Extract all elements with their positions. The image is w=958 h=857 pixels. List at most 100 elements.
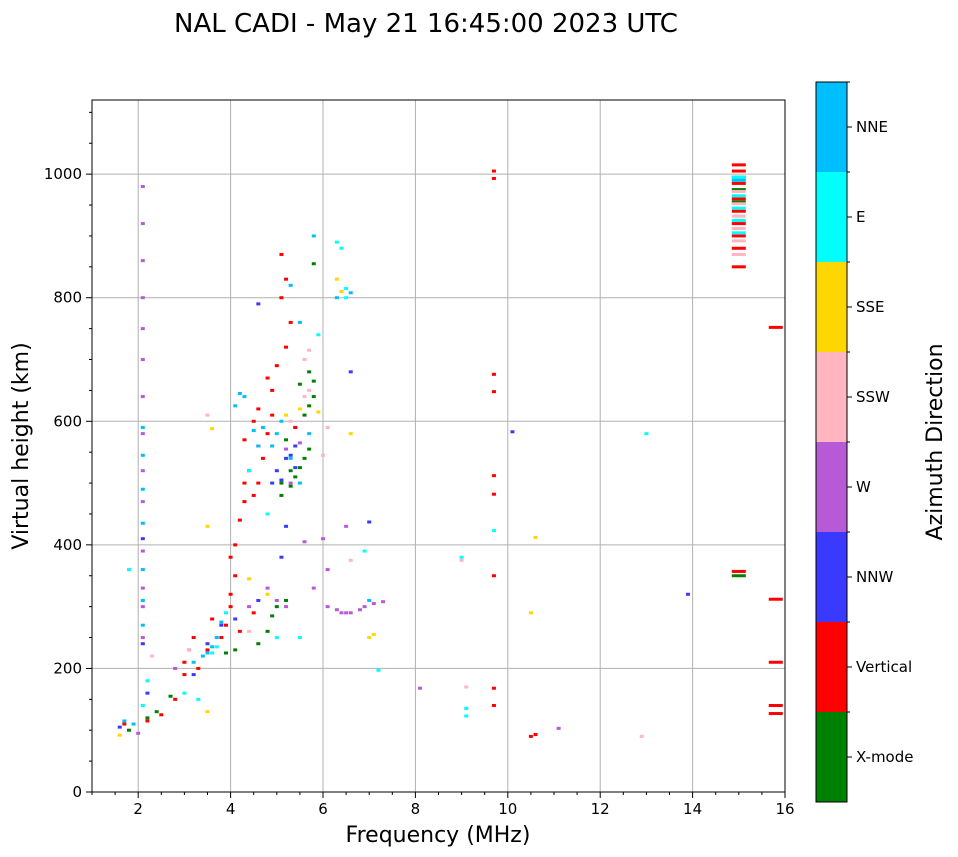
colorbar-label-x-mode: X-mode: [856, 748, 913, 766]
grid-lines: [92, 100, 786, 793]
point-ssw: [302, 395, 307, 399]
colorbar-swatch-w: [816, 442, 847, 532]
point-nnw: [348, 370, 353, 374]
point-e: [334, 240, 339, 244]
point-nnw: [274, 469, 279, 473]
y-tick-label: 400: [53, 536, 82, 554]
colorbar-swatch-sse: [816, 262, 847, 352]
point-vertical: [237, 518, 242, 522]
point-vertical: [270, 413, 275, 417]
point-x-mode: [302, 413, 307, 417]
point-nne: [140, 487, 145, 491]
point-x-mode: [307, 447, 312, 451]
point-e: [362, 549, 367, 553]
colorbar-label-e: E: [856, 208, 865, 226]
point-e: [145, 679, 150, 683]
point-w: [418, 686, 423, 690]
colorbar-label-ssw: SSW: [856, 388, 890, 406]
point-w: [140, 469, 145, 473]
point-nnw: [367, 520, 372, 524]
point-vertical: [242, 438, 247, 442]
point-nnw: [284, 524, 289, 528]
point-w: [140, 327, 145, 331]
point-ssw: [187, 648, 192, 652]
point-nne: [200, 654, 205, 658]
x-axis-ticks: 2 4 6 8 10 12 14 16: [91, 792, 795, 818]
x-tick-label: 12: [591, 800, 610, 818]
point-vertical: [242, 500, 247, 504]
point-ssw: [150, 654, 155, 658]
point-nnw: [293, 444, 298, 448]
point-nne: [214, 636, 219, 640]
point-ssw: [307, 348, 312, 352]
point-x-mode: [731, 188, 746, 192]
point-e: [223, 611, 228, 615]
point-nnw: [191, 673, 196, 677]
point-nnw: [205, 642, 210, 646]
point-w: [325, 568, 330, 572]
point-nne: [140, 521, 145, 525]
point-nne: [237, 391, 242, 395]
point-nne: [140, 598, 145, 602]
point-ssw: [325, 425, 330, 429]
point-vertical: [182, 660, 187, 664]
point-sse: [371, 632, 376, 636]
point-w: [140, 432, 145, 436]
point-e: [297, 636, 302, 640]
colorbar-swatch-vertical: [816, 622, 847, 712]
point-ssw: [302, 358, 307, 361]
point-sse: [205, 710, 210, 714]
point-nne: [131, 722, 136, 726]
point-vertical: [491, 686, 496, 690]
point-sse: [339, 290, 344, 294]
point-vertical: [731, 169, 746, 173]
point-nne: [731, 178, 746, 182]
point-vertical: [528, 734, 533, 738]
point-w: [321, 537, 325, 541]
point-w: [140, 586, 145, 590]
point-nnw: [279, 555, 284, 559]
point-nnw: [145, 691, 150, 695]
colorbar: X-mode Vertical NNW W SSW SSE E NNE: [815, 81, 913, 803]
point-nne: [288, 283, 293, 287]
point-vertical: [491, 474, 496, 478]
point-vertical: [731, 181, 746, 185]
point-e: [126, 568, 131, 572]
point-sse: [348, 432, 353, 436]
colorbar-swatch-e: [816, 172, 847, 262]
point-x-mode: [284, 438, 289, 442]
point-vertical: [279, 252, 284, 256]
y-axis-label: Virtual height (km): [9, 342, 34, 549]
point-nne: [251, 429, 256, 433]
point-vertical: [491, 704, 496, 707]
point-sse: [205, 524, 210, 528]
point-w: [339, 611, 344, 615]
point-vertical: [731, 197, 746, 201]
point-vertical: [182, 673, 187, 677]
point-vertical: [491, 169, 496, 173]
point-ssw: [731, 239, 746, 243]
colorbar-swatch-nnw: [816, 532, 847, 622]
point-ssw: [464, 685, 469, 689]
point-ssw: [731, 252, 746, 256]
point-vertical: [228, 592, 233, 596]
point-vertical: [284, 277, 289, 281]
point-w: [265, 586, 270, 590]
point-vertical: [191, 636, 196, 640]
point-nnw: [284, 456, 289, 460]
point-w: [140, 395, 145, 399]
point-w: [556, 726, 561, 730]
point-vertical: [491, 390, 496, 394]
point-x-mode: [307, 370, 312, 374]
point-x-mode: [297, 382, 302, 386]
point-vertical: [251, 419, 256, 423]
point-e: [344, 296, 349, 300]
point-nnw: [510, 430, 515, 434]
point-nne: [279, 419, 284, 423]
point-nne: [122, 719, 127, 723]
point-x-mode: [265, 629, 270, 633]
point-nne: [307, 432, 312, 436]
point-w: [173, 666, 178, 670]
point-vertical: [219, 636, 224, 640]
point-nnw: [279, 478, 284, 482]
